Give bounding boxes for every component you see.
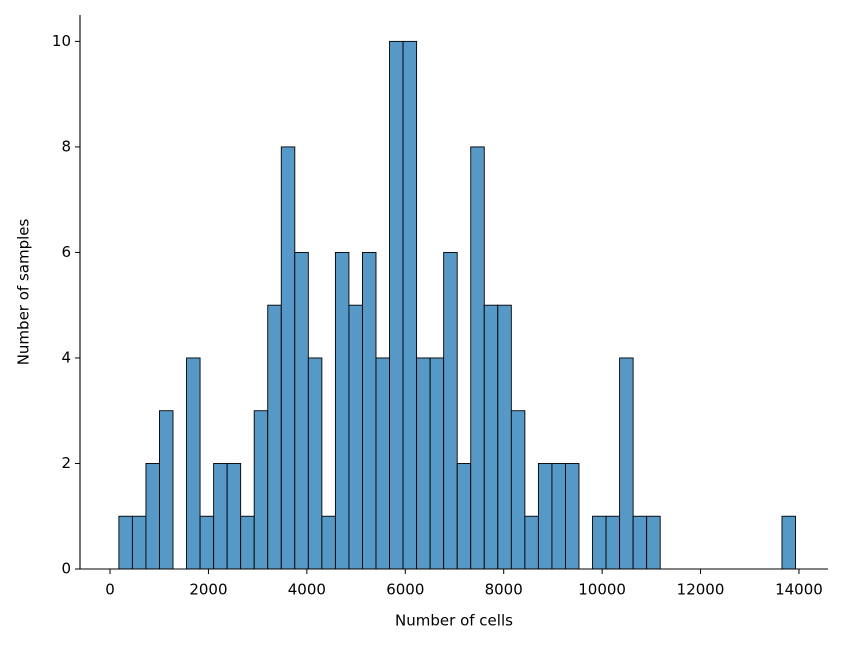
bar [456, 463, 472, 570]
bar [159, 410, 174, 570]
bar [240, 515, 255, 570]
bar [307, 357, 323, 570]
bar [429, 357, 445, 570]
bar [267, 304, 282, 570]
bar [348, 304, 363, 570]
bar [443, 251, 458, 570]
bar [253, 410, 269, 570]
bar [632, 515, 648, 570]
bar [524, 515, 539, 570]
bar [131, 515, 147, 570]
x-tick-label: 0 [105, 581, 115, 599]
bar [375, 357, 390, 570]
bar [280, 146, 296, 570]
bar [551, 463, 566, 570]
bar [199, 515, 215, 570]
plot-area [118, 40, 796, 570]
bar [362, 251, 377, 570]
x-tick-label: 12000 [677, 581, 725, 599]
bar [294, 251, 309, 570]
x-tick-label: 4000 [288, 581, 326, 599]
y-tick-label: 0 [61, 560, 71, 578]
y-tick-label: 6 [61, 243, 71, 261]
y-axis-title: Number of samples [15, 219, 33, 366]
bar [646, 515, 661, 570]
bar [321, 515, 336, 570]
bar [619, 357, 634, 570]
bar [781, 515, 796, 570]
x-tick-label: 2000 [189, 581, 227, 599]
bar [497, 304, 512, 570]
bar [483, 304, 499, 570]
bar [334, 251, 350, 570]
y-tick-label: 2 [61, 454, 71, 472]
x-tick-label: 10000 [578, 581, 626, 599]
y-tick-label: 10 [52, 32, 71, 50]
x-tick-label: 6000 [386, 581, 424, 599]
x-tick-label: 8000 [485, 581, 523, 599]
bar [470, 146, 485, 570]
bar [510, 410, 526, 570]
bar [213, 463, 228, 570]
bar [402, 40, 418, 570]
bar [565, 463, 580, 570]
y-tick-label: 8 [61, 137, 71, 155]
bar [145, 463, 160, 570]
bar [537, 463, 553, 570]
bar [389, 40, 404, 570]
bar [416, 357, 431, 570]
bar [118, 515, 133, 570]
y-tick-label: 4 [61, 348, 71, 366]
x-tick-label: 14000 [775, 581, 823, 599]
x-axis-title: Number of cells [395, 612, 513, 630]
bar [605, 515, 621, 570]
bar [592, 515, 607, 570]
bar [226, 463, 242, 570]
bar [186, 357, 201, 570]
